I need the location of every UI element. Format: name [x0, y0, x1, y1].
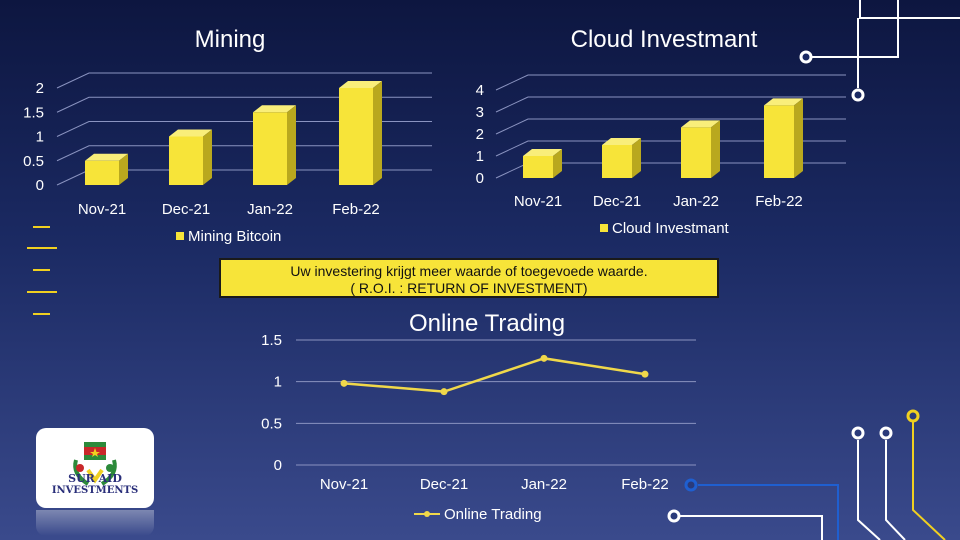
x-tick-label: Nov-21 — [514, 193, 562, 210]
roi-banner: Uw investering krijgt meer waarde of toe… — [219, 258, 719, 298]
y-tick-label: 0 — [36, 177, 44, 194]
x-tick-label: Jan-22 — [521, 476, 567, 493]
y-tick-label: 0 — [476, 170, 484, 187]
chart-title: Mining — [195, 26, 266, 53]
legend-label: Online Trading — [444, 506, 542, 523]
y-tick-label: 1.5 — [23, 104, 44, 121]
y-tick-label: 0.5 — [23, 153, 44, 170]
bar — [764, 105, 794, 178]
bar — [523, 156, 553, 178]
bar — [85, 160, 119, 185]
gridline — [56, 96, 432, 113]
x-tick-label: Jan-22 — [247, 201, 293, 218]
gridline — [56, 145, 432, 162]
data-point — [440, 388, 448, 396]
data-point — [641, 370, 649, 378]
y-tick-label: 1.5 — [261, 332, 282, 349]
bar-side — [373, 81, 382, 185]
bar-side — [203, 129, 212, 185]
company-logo: SUR AID INVESTMENTS — [36, 428, 154, 508]
circuit-node-icon — [906, 409, 920, 423]
y-tick-label: 0 — [274, 457, 282, 474]
legend-swatch — [176, 232, 184, 240]
bar-side — [632, 138, 641, 178]
gridline — [495, 96, 846, 113]
bar-side — [711, 120, 720, 178]
bar — [339, 88, 373, 185]
logo-text-line-1: SUR AID — [68, 472, 122, 485]
dash-decoration — [33, 226, 50, 228]
x-tick-label: Feb-22 — [621, 476, 669, 493]
bar-top — [169, 129, 212, 137]
gridline — [495, 140, 846, 157]
chart-title: Cloud Investmant — [571, 26, 758, 53]
bar — [169, 136, 203, 185]
gridline — [56, 72, 432, 89]
logo-reflection — [36, 510, 154, 536]
bar-top — [253, 105, 296, 113]
x-tick-label: Nov-21 — [78, 201, 126, 218]
gridline — [495, 74, 846, 91]
data-point — [540, 354, 548, 362]
bar-side — [553, 149, 562, 178]
bar-top — [339, 81, 382, 88]
banner-line-1: Uw investering krijgt meer waarde of toe… — [290, 263, 648, 279]
bar-side — [119, 153, 128, 185]
circuit-node-icon — [684, 478, 698, 492]
dash-decoration — [33, 269, 50, 271]
x-tick-label: Feb-22 — [332, 201, 380, 218]
dash-decoration — [33, 313, 50, 315]
circuit-node-icon — [851, 426, 865, 440]
bar-top — [602, 138, 641, 145]
bar-top — [523, 149, 562, 156]
x-tick-label: Jan-22 — [673, 193, 719, 210]
bar-top — [681, 120, 720, 128]
gridline — [495, 118, 846, 135]
y-tick-label: 2 — [476, 126, 484, 143]
x-tick-label: Dec-21 — [420, 476, 468, 493]
logo-emblem-icon — [73, 442, 117, 486]
x-tick-label: Nov-21 — [320, 476, 368, 493]
y-tick-label: 1 — [476, 148, 484, 165]
legend-label: Cloud Investmant — [612, 220, 730, 237]
y-tick-label: 0.5 — [261, 415, 282, 432]
y-tick-label: 4 — [476, 82, 484, 99]
legend-swatch — [600, 224, 608, 232]
legend-label: Mining Bitcoin — [188, 228, 281, 245]
y-tick-label: 2 — [36, 80, 44, 97]
circuit-node-icon — [667, 509, 681, 523]
y-tick-label: 1 — [36, 129, 44, 146]
bar-top — [764, 98, 803, 106]
bar — [253, 112, 287, 185]
legend-marker — [424, 511, 430, 517]
circuit-node-icon — [851, 88, 865, 102]
banner-line-2: ( R.O.I. : RETURN OF INVESTMENT) — [350, 280, 588, 296]
x-tick-label: Dec-21 — [162, 201, 210, 218]
bar-side — [287, 105, 296, 185]
logo-text-line-2: INVESTMENTS — [51, 485, 139, 496]
y-tick-label: 1 — [274, 374, 282, 391]
bar — [681, 127, 711, 178]
circuit-node-icon — [879, 426, 893, 440]
chart-title: Online Trading — [409, 310, 565, 337]
gridline — [56, 121, 432, 137]
x-tick-label: Dec-21 — [593, 193, 641, 210]
y-tick-label: 3 — [476, 104, 484, 121]
x-tick-label: Feb-22 — [755, 193, 803, 210]
bar — [602, 145, 632, 178]
bar-top — [85, 153, 128, 161]
series-line — [343, 357, 646, 393]
data-point — [340, 379, 348, 387]
dash-decoration — [27, 247, 57, 249]
bar-side — [794, 98, 803, 178]
dash-decoration — [27, 291, 57, 293]
circuit-node-icon — [799, 50, 813, 64]
